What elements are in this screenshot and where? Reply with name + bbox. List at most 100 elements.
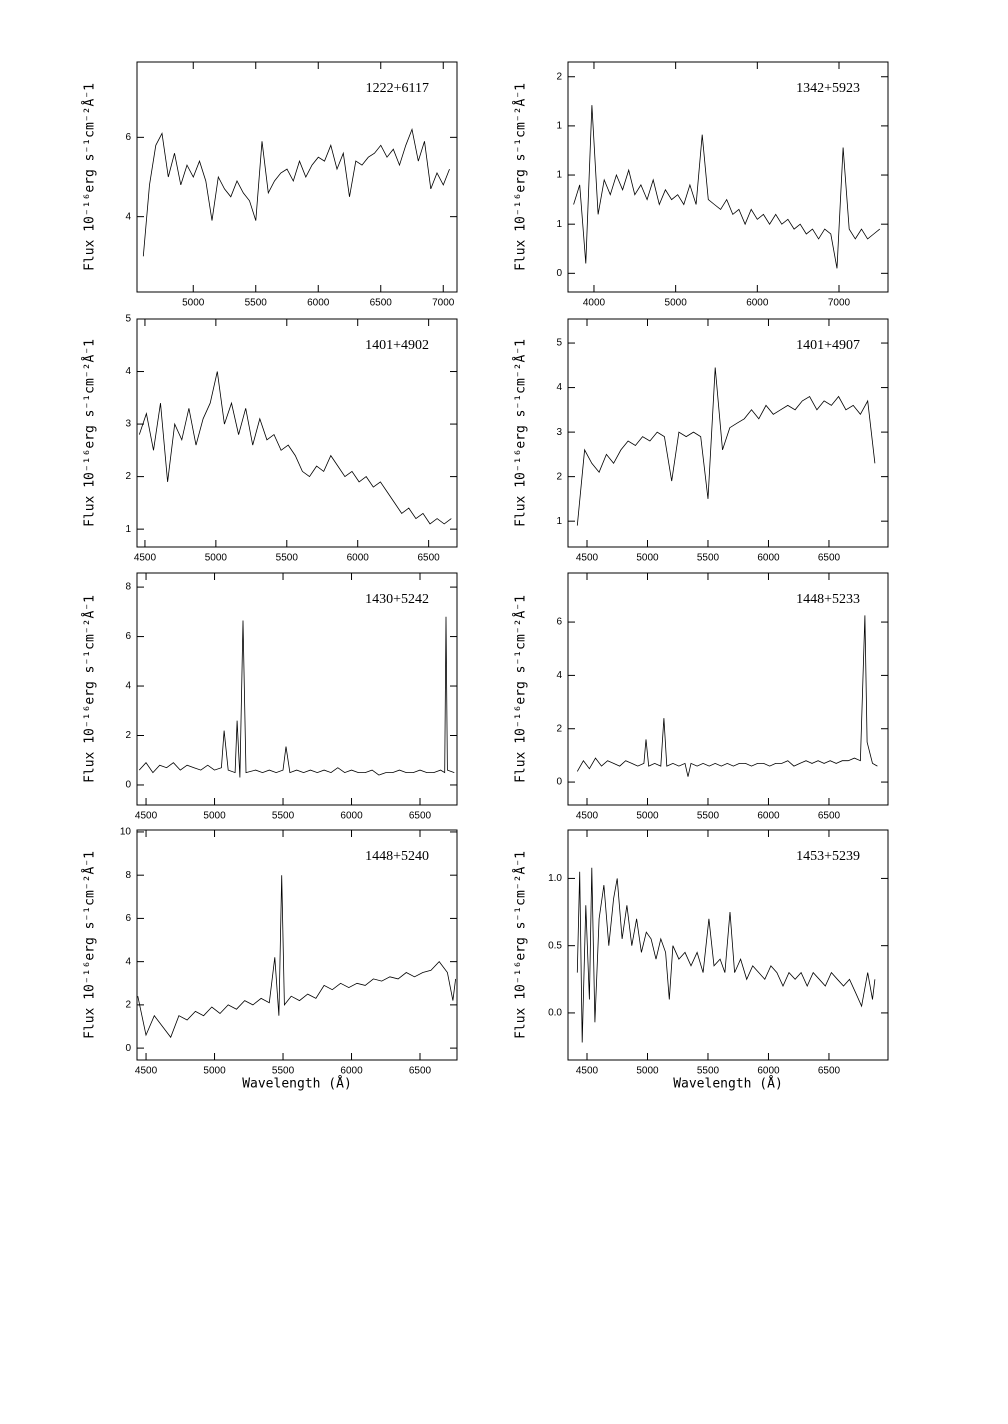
panel-title: 1342+5923 (796, 81, 860, 96)
spectrum-line (137, 875, 456, 1039)
x-tick-label: 7000 (432, 298, 455, 309)
y-tick-label: 4 (125, 211, 131, 222)
x-tick-label: 5500 (272, 811, 295, 822)
plot-frame (567, 61, 889, 293)
y-axis-label: Flux 10⁻¹⁶erg s⁻¹cm⁻²Å⁻1 (513, 339, 529, 527)
x-tick-label: 6500 (409, 1066, 432, 1077)
plot-frame (567, 318, 889, 548)
x-tick-label: 5000 (636, 1066, 659, 1077)
x-tick-label: 5500 (276, 553, 299, 564)
x-tick-label: 6500 (818, 1066, 841, 1077)
x-tick-label: 5500 (245, 298, 268, 309)
plot-frame (136, 572, 458, 806)
x-tick-label: 4500 (135, 811, 158, 822)
x-tick-label: 6500 (818, 811, 841, 822)
x-tick-label: 6000 (340, 1066, 363, 1077)
panel-title: 1448+5240 (365, 849, 429, 864)
y-axis-label: Flux 10⁻¹⁶erg s⁻¹cm⁻²Å⁻1 (82, 83, 98, 271)
y-tick-label: 1 (556, 219, 562, 230)
x-tick-label: 5500 (272, 1066, 295, 1077)
x-axis-label: Wavelength (Å) (673, 1076, 783, 1092)
x-tick-label: 6000 (746, 298, 769, 309)
y-tick-label: 0 (125, 1043, 131, 1054)
x-tick-label: 5500 (697, 811, 720, 822)
spectrum-line (576, 615, 878, 777)
y-axis-label: Flux 10⁻¹⁶erg s⁻¹cm⁻²Å⁻1 (82, 339, 98, 527)
x-tick-label: 4500 (135, 1066, 158, 1077)
plot-frame (136, 829, 458, 1061)
spectrum-line (573, 105, 881, 269)
y-tick-label: 5 (125, 314, 131, 325)
x-tick-label: 6000 (757, 1066, 780, 1077)
x-tick-label: 4500 (134, 553, 157, 564)
y-tick-label: 1 (125, 524, 131, 535)
y-tick-label: 0 (556, 777, 562, 788)
y-tick-label: 2 (556, 471, 562, 482)
y-axis-label: Flux 10⁻¹⁶erg s⁻¹cm⁻²Å⁻1 (513, 595, 529, 783)
panel-title: 1222+6117 (366, 81, 429, 96)
x-tick-label: 6000 (757, 811, 780, 822)
spectrum-line (138, 616, 455, 778)
x-tick-label: 4500 (576, 1066, 599, 1077)
y-tick-label: 1 (556, 121, 562, 132)
y-tick-label: 8 (125, 870, 131, 881)
y-tick-label: 0.0 (548, 1008, 562, 1019)
x-tick-label: 5000 (665, 298, 688, 309)
y-tick-label: 1.0 (548, 873, 562, 884)
y-tick-label: 0.5 (548, 940, 562, 951)
x-tick-label: 6500 (370, 298, 393, 309)
y-tick-label: 3 (125, 419, 131, 430)
y-tick-label: 1 (556, 516, 562, 527)
spectrum-line (138, 371, 452, 525)
panel-title: 1401+4902 (365, 338, 429, 353)
x-tick-label: 6000 (757, 553, 780, 564)
y-tick-label: 4 (125, 366, 131, 377)
y-tick-label: 6 (556, 617, 562, 628)
x-tick-label: 5500 (697, 1066, 720, 1077)
x-tick-label: 5000 (203, 811, 226, 822)
y-tick-label: 6 (125, 132, 131, 143)
spectrum-line (142, 127, 450, 257)
y-tick-label: 0 (125, 780, 131, 791)
plot-frame (567, 829, 889, 1061)
x-tick-label: 5000 (182, 298, 205, 309)
y-tick-label: 2 (125, 471, 131, 482)
spectrum-line (576, 367, 876, 526)
panel-title: 1430+5242 (365, 592, 429, 607)
y-tick-label: 5 (556, 338, 562, 349)
plot-frame (136, 318, 458, 548)
y-tick-label: 4 (125, 681, 131, 692)
x-tick-label: 6500 (418, 553, 441, 564)
x-tick-label: 4500 (576, 553, 599, 564)
y-tick-label: 2 (125, 1000, 131, 1011)
plot-frame (136, 61, 458, 293)
x-tick-label: 4500 (576, 811, 599, 822)
y-tick-label: 1 (556, 170, 562, 181)
y-axis-label: Flux 10⁻¹⁶erg s⁻¹cm⁻²Å⁻1 (82, 851, 98, 1039)
plot-frame (567, 572, 889, 806)
x-tick-label: 6000 (347, 553, 370, 564)
y-tick-label: 2 (556, 71, 562, 82)
x-tick-label: 6500 (409, 811, 432, 822)
x-axis-label: Wavelength (Å) (242, 1076, 352, 1092)
x-tick-label: 4000 (583, 298, 606, 309)
y-tick-label: 6 (125, 913, 131, 924)
y-tick-label: 8 (125, 582, 131, 593)
x-tick-label: 6000 (307, 298, 330, 309)
y-tick-label: 4 (556, 670, 562, 681)
y-tick-label: 2 (125, 730, 131, 741)
x-tick-label: 5000 (636, 553, 659, 564)
x-tick-label: 6000 (340, 811, 363, 822)
y-tick-label: 10 (120, 827, 132, 838)
x-tick-label: 5000 (636, 811, 659, 822)
panel-title: 1453+5239 (796, 849, 860, 864)
y-axis-label: Flux 10⁻¹⁶erg s⁻¹cm⁻²Å⁻1 (513, 83, 529, 271)
x-tick-label: 5000 (203, 1066, 226, 1077)
x-tick-label: 5000 (205, 553, 228, 564)
x-tick-label: 7000 (828, 298, 851, 309)
y-axis-label: Flux 10⁻¹⁶erg s⁻¹cm⁻²Å⁻1 (513, 851, 529, 1039)
y-tick-label: 3 (556, 427, 562, 438)
y-tick-label: 0 (556, 268, 562, 279)
x-tick-label: 5500 (697, 553, 720, 564)
